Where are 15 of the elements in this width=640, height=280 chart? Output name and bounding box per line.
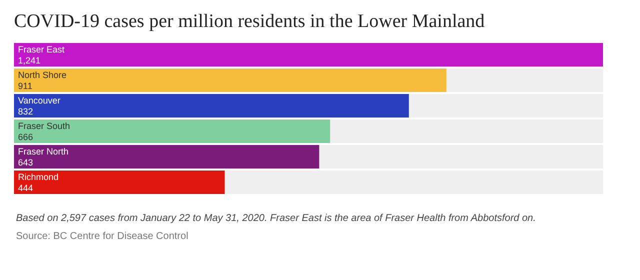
y-tick-label: Richmond [18, 172, 59, 182]
text: Based on 2,597 cases from January 22 to May 31, 2020. Fraser East is the area of Fraser Health from Abbotsford on. [16, 213, 536, 224]
y-tick-label: Fraser North [18, 146, 69, 156]
y-tick-label: Fraser South [18, 121, 70, 131]
y-tick-label: Fraser East [18, 44, 66, 54]
y-tick-label: Vancouver [18, 96, 60, 106]
source-note: Source: BC Centre for Disease Control [16, 231, 188, 242]
y-tick-label: North Shore [18, 70, 67, 80]
data-label: 643 [18, 158, 34, 168]
data-label: 911 [18, 81, 32, 91]
data-label: 666 [18, 132, 34, 142]
data-label: 1,241 [18, 56, 41, 66]
data-label: 832 [18, 106, 34, 116]
data-label: 444 [18, 183, 34, 193]
chart-title: COVID-19 cases per million residents in the Lower Mainland [14, 11, 486, 32]
